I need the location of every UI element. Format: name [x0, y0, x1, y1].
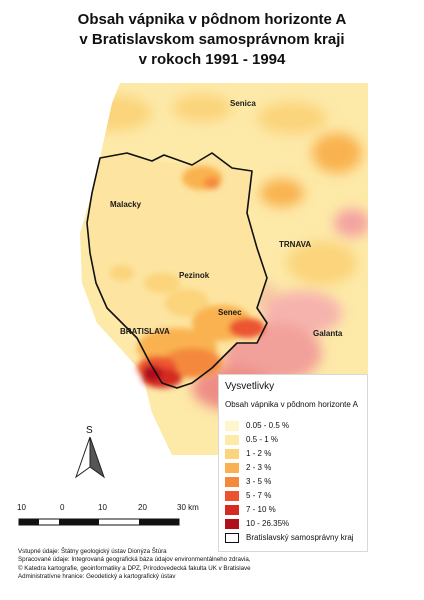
- interpolated-surface: [52, 83, 368, 455]
- title-line-2: v Bratislavskom samosprávnom kraji: [79, 31, 345, 48]
- credit-line: Administratívne hranice: Geodetický a ka…: [18, 573, 176, 581]
- legend-boundary-swatch: [225, 533, 239, 543]
- scale-bar: 10 0 10 20 30 km: [0, 503, 260, 533]
- place-senec: Senec: [218, 308, 242, 317]
- scale-label: 30 km: [177, 503, 199, 512]
- title-line-1: Obsah vápnika v pôdnom horizonte A: [77, 11, 347, 28]
- legend-swatch: [225, 519, 239, 529]
- legend-swatch: [225, 505, 239, 515]
- scale-label: 20: [138, 503, 147, 512]
- credit-line: Spracované údaje: Integrovaná geografick…: [18, 556, 251, 564]
- place-senica: Senica: [230, 99, 256, 108]
- legend-swatch: [225, 421, 239, 431]
- north-label: S: [86, 425, 93, 436]
- map-frame[interactable]: Senica Malacky TRNAVA Pezinok Senec BRAT…: [52, 83, 368, 455]
- legend-swatch: [225, 463, 239, 473]
- scale-label: 10: [98, 503, 107, 512]
- legend-title: Vysvetlivky: [225, 381, 275, 392]
- north-arrow-icon: [75, 437, 105, 479]
- map-canvas[interactable]: [52, 83, 368, 455]
- legend-swatch: [225, 435, 239, 445]
- legend-subtitle: Obsah vápnika v pôdnom horizonte A: [225, 400, 358, 409]
- legend-swatch: [225, 477, 239, 487]
- scale-label: 10: [17, 503, 26, 512]
- legend-swatch: [225, 449, 239, 459]
- place-galanta: Galanta: [313, 329, 343, 338]
- region-boundary: [86, 152, 268, 389]
- credits: Vstupné údaje: Štátny geologický ústav D…: [18, 548, 251, 582]
- credit-line: Vstupné údaje: Štátny geologický ústav D…: [18, 548, 167, 555]
- map-title: Obsah vápnika v pôdnom horizonte A v Bra…: [0, 10, 424, 70]
- credit-line: © Katedra kartografie, geoinformatiky a …: [18, 564, 251, 572]
- scale-bar-graphic: [18, 518, 180, 526]
- scale-label: 0: [60, 503, 65, 512]
- legend-swatch: [225, 491, 239, 501]
- legend: Vysvetlivky Obsah vápnika v pôdnom horiz…: [218, 374, 368, 552]
- title-line-3: v rokoch 1991 - 1994: [138, 51, 286, 68]
- place-malacky: Malacky: [110, 200, 142, 209]
- place-pezinok: Pezinok: [179, 271, 210, 280]
- place-bratislava: BRATISLAVA: [120, 327, 170, 336]
- place-trnava: TRNAVA: [279, 240, 312, 249]
